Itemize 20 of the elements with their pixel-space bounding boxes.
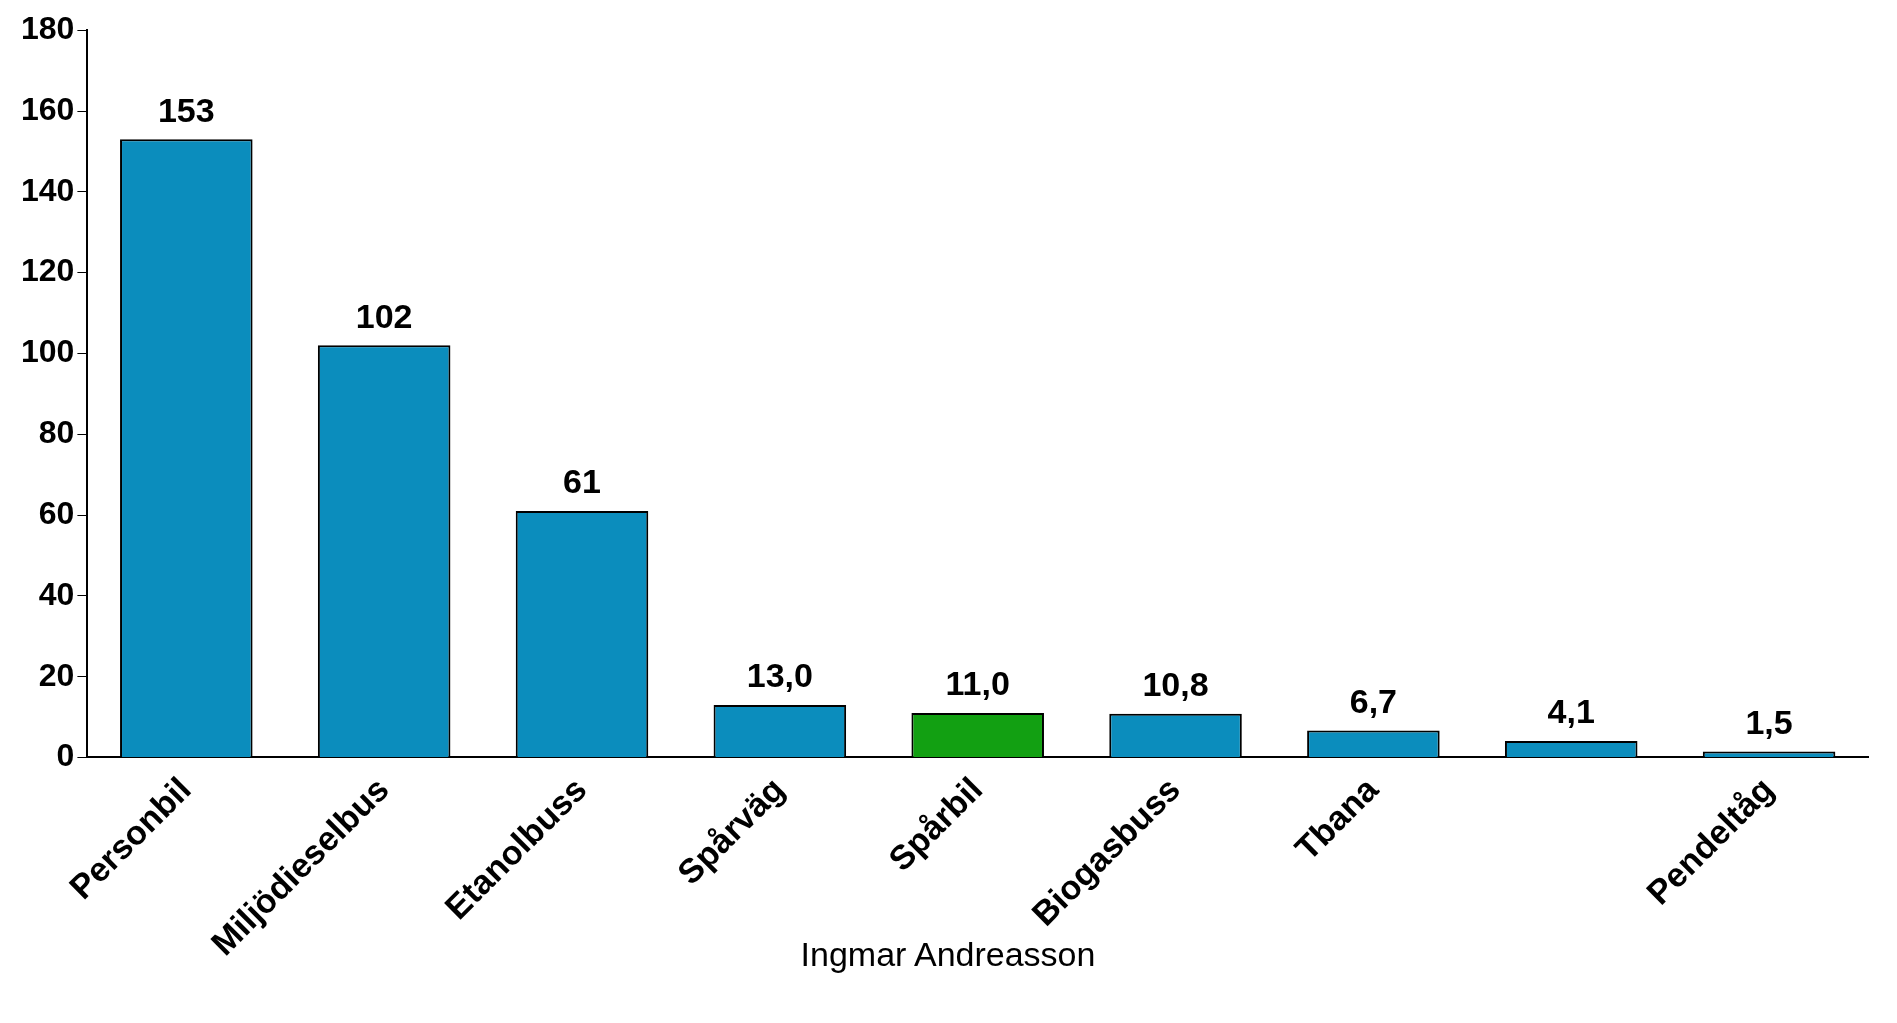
y-tick-label: 160 xyxy=(21,90,75,127)
text: Ingmar Andreasson xyxy=(800,935,1096,973)
data-label: 1,5 xyxy=(1745,702,1793,741)
data-label: 6,7 xyxy=(1349,681,1398,720)
y-tick-label: 100 xyxy=(21,333,75,370)
data-label: 10,8 xyxy=(1142,665,1209,704)
y-tick-label: 180 xyxy=(21,10,75,47)
y-tick-label: 40 xyxy=(38,575,75,612)
data-label: 102 xyxy=(355,296,413,335)
data-label: 11,0 xyxy=(945,664,1010,703)
y-tick-label: 140 xyxy=(21,171,75,208)
y-tick-label: 0 xyxy=(56,737,75,774)
data-label: 4,1 xyxy=(1547,692,1595,731)
y-tick-label: 120 xyxy=(21,252,75,289)
data-label: 61 xyxy=(563,462,601,501)
data-label: 13,0 xyxy=(746,656,813,695)
y-tick-label: 60 xyxy=(38,494,75,531)
data-label: 153 xyxy=(157,90,215,129)
y-tick-label: 80 xyxy=(38,414,75,451)
y-tick-label: 20 xyxy=(38,656,75,693)
